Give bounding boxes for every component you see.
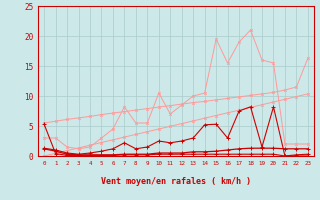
X-axis label: Vent moyen/en rafales ( km/h ): Vent moyen/en rafales ( km/h ) [101, 177, 251, 186]
